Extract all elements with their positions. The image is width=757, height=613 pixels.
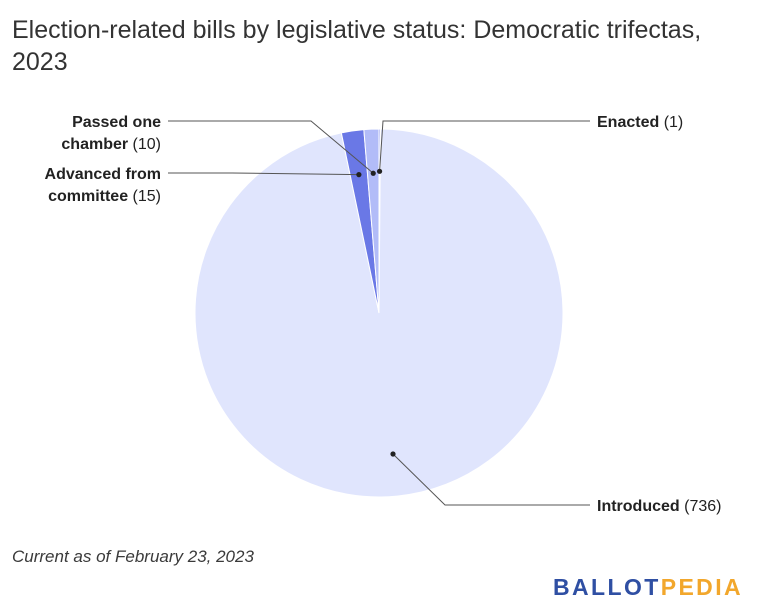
leader-line-advanced-from-committee [168,172,359,176]
leader-line-passed-one-chamber [168,120,374,174]
pie-slice-passed-one-chamber [363,128,380,314]
slice-label-enacted: Enacted (1) [597,114,683,131]
leader-dot-advanced-from-committee [356,172,362,178]
chart-title: Election-related bills by legislative st… [12,16,702,76]
brand-part-2: PEDIA [660,574,743,600]
slice-label-advanced-from-committee: Advanced from committee (15) [45,166,161,205]
slice-label-passed-one-chamber: Passed one chamber (10) [61,114,161,153]
slice-labels: Enacted (1) Introduced (736) Advanced from… [45,114,722,515]
leader-lines [168,120,590,506]
footnote: Current as of February 23, 2023 [12,547,254,566]
pie-chart: Enacted (1) Introduced (736) Advanced from… [45,114,722,515]
leader-dot-enacted [376,168,383,174]
brand-part-1: BALLOT [553,574,661,600]
slice-label-introduced: Introduced (736) [597,498,721,515]
ballotpedia-logo: BALLOTPEDIA [553,574,743,601]
leader-line-introduced [392,453,590,506]
leader-dot-introduced [390,451,396,457]
leader-dot-passed-one-chamber [370,170,376,176]
pie-slices [194,128,564,498]
leader-line-enacted [379,120,590,172]
